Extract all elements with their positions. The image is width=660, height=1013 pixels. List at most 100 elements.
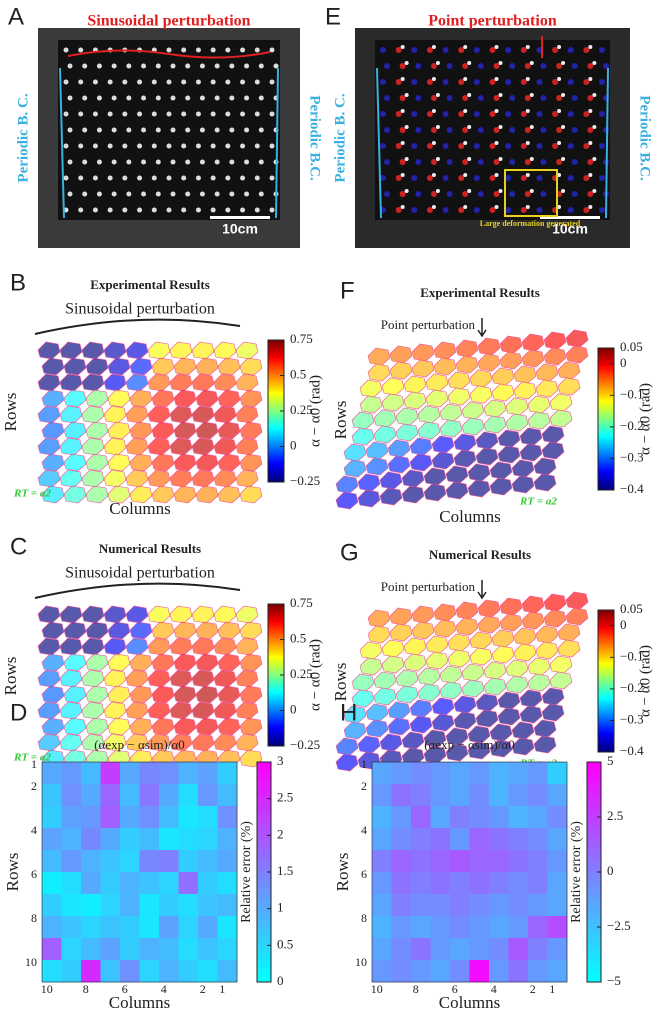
colorbar-segment bbox=[257, 897, 271, 902]
heatmap-cell bbox=[42, 806, 62, 829]
heatmap-cell bbox=[120, 762, 140, 785]
marker bbox=[225, 207, 231, 213]
lattice-cell bbox=[455, 339, 479, 358]
marker bbox=[170, 159, 176, 165]
colorbar-segment bbox=[268, 467, 284, 471]
colorbar-segment bbox=[587, 809, 601, 814]
marker bbox=[477, 159, 484, 165]
lattice-cell bbox=[85, 421, 109, 440]
heatmap-cell bbox=[100, 960, 121, 983]
lattice-cell bbox=[235, 469, 259, 488]
heatmap-cell bbox=[198, 806, 218, 829]
lattice-cell bbox=[367, 347, 391, 366]
marker bbox=[214, 95, 220, 101]
colorbar-segment bbox=[598, 747, 614, 751]
colorbar-segment bbox=[257, 872, 271, 877]
colorbar-segment bbox=[257, 831, 271, 836]
marker bbox=[181, 47, 187, 53]
annotation: Large deformation generated bbox=[480, 219, 581, 228]
marker bbox=[524, 63, 531, 69]
colorbar-label: Relative error (%) bbox=[569, 821, 584, 923]
heatmap-cell bbox=[430, 850, 451, 873]
marker bbox=[529, 125, 534, 129]
colorbar-segment bbox=[598, 652, 614, 656]
marker bbox=[181, 207, 187, 213]
colorbar-segment bbox=[268, 705, 284, 709]
marker bbox=[111, 191, 117, 197]
colorbar-segment bbox=[598, 355, 614, 358]
colorbar-segment bbox=[587, 927, 601, 932]
heatmap-cell bbox=[391, 938, 412, 961]
colorbar-segment bbox=[257, 828, 271, 833]
colorbar-segment bbox=[268, 665, 284, 669]
marker bbox=[67, 127, 73, 133]
heatmap-cell bbox=[489, 850, 509, 873]
heatmap-cell bbox=[178, 828, 199, 851]
lattice-cell bbox=[431, 451, 455, 470]
lattice-cell bbox=[63, 357, 87, 376]
marker bbox=[430, 95, 437, 101]
colorbar-segment bbox=[587, 769, 601, 774]
colorbar-segment bbox=[598, 721, 614, 725]
marker bbox=[107, 79, 113, 85]
heatmap-cell bbox=[100, 938, 121, 961]
lattice-cell bbox=[425, 635, 449, 654]
marker bbox=[244, 191, 250, 197]
marker bbox=[520, 175, 527, 181]
marker bbox=[210, 207, 216, 213]
marker bbox=[258, 159, 264, 165]
colorbar-segment bbox=[587, 820, 601, 825]
lattice-cell bbox=[461, 663, 485, 682]
heatmap-cell bbox=[411, 784, 431, 807]
colorbar-segment bbox=[598, 612, 614, 616]
lattice-cell bbox=[191, 469, 215, 488]
colorbar-segment bbox=[268, 743, 284, 747]
marker bbox=[525, 173, 530, 177]
marker bbox=[415, 63, 422, 69]
marker bbox=[498, 93, 503, 97]
heatmap-cell bbox=[61, 916, 82, 939]
axis-label: Rows bbox=[3, 853, 22, 892]
colorbar-tick-label: 0 bbox=[277, 973, 284, 988]
lattice-cell bbox=[169, 605, 193, 624]
colorbar-segment bbox=[268, 675, 284, 678]
colorbar-segment bbox=[587, 971, 601, 976]
marker bbox=[509, 95, 516, 101]
marker bbox=[431, 109, 436, 113]
lattice-cell bbox=[379, 733, 403, 752]
marker bbox=[155, 191, 161, 197]
marker bbox=[458, 207, 465, 213]
lattice-cell bbox=[63, 653, 87, 672]
colorbar-tick-label: 0 bbox=[290, 701, 297, 716]
col-tick-label: 8 bbox=[413, 982, 419, 996]
heatmap-cell bbox=[139, 872, 160, 895]
colorbar-segment bbox=[257, 978, 271, 983]
marker bbox=[380, 79, 386, 85]
heatmap-cell bbox=[489, 960, 509, 983]
marker bbox=[214, 63, 220, 69]
marker bbox=[520, 79, 527, 85]
lattice-cell bbox=[103, 669, 127, 688]
marker bbox=[254, 207, 260, 213]
marker bbox=[588, 77, 593, 81]
marker bbox=[583, 143, 590, 149]
heatmap-cell bbox=[120, 850, 140, 873]
marker bbox=[126, 191, 132, 197]
lattice-cell bbox=[367, 625, 391, 644]
colorbar-segment bbox=[268, 644, 284, 648]
colorbar-segment bbox=[598, 737, 614, 741]
lattice-cell bbox=[453, 711, 477, 730]
side-label: Periodic B.C. bbox=[307, 95, 323, 181]
col-tick-label: 8 bbox=[83, 982, 89, 996]
panel-letter: B bbox=[10, 269, 26, 296]
marker bbox=[520, 47, 527, 53]
marker bbox=[63, 47, 69, 53]
colorbar-segment bbox=[598, 690, 614, 694]
colorbar-segment bbox=[598, 466, 614, 470]
heatmap-cell bbox=[489, 806, 509, 829]
marker bbox=[442, 47, 449, 53]
lattice-cell bbox=[235, 405, 259, 424]
lattice-cell bbox=[213, 437, 237, 456]
marker bbox=[254, 175, 260, 181]
colorbar-segment bbox=[598, 449, 614, 453]
